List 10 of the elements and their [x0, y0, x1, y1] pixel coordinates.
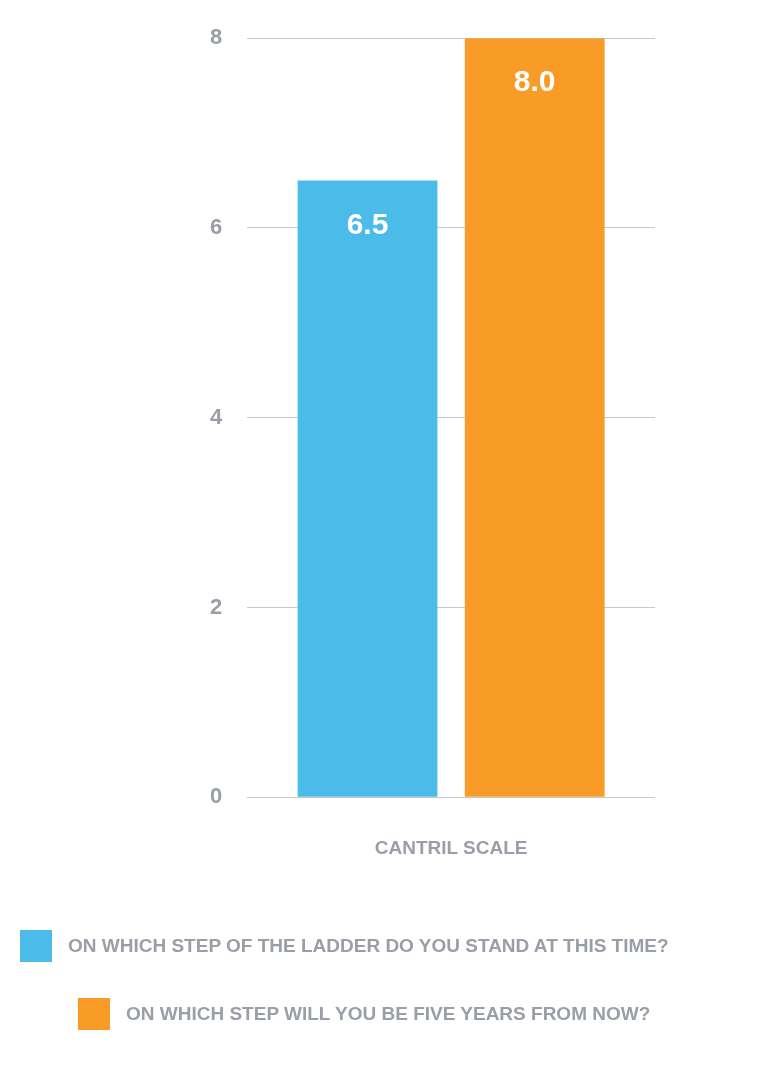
- x-tick-label: CANTRIL SCALE: [374, 836, 528, 858]
- y-tick-label: 4: [209, 403, 223, 429]
- y-tick-label: 2: [209, 593, 223, 619]
- legend-label: ON WHICH STEP WILL YOU BE FIVE YEARS FROM NOW?: [126, 1003, 651, 1025]
- data-label: 8.0: [513, 64, 556, 98]
- y-tick-label: 8: [209, 24, 223, 50]
- data-label: 6.5: [346, 206, 389, 240]
- y-tick-label: 6: [209, 214, 223, 240]
- legend-label: ON WHICH STEP OF THE LADDER DO YOU STAND AT THIS TIME?: [68, 935, 669, 957]
- y-tick-label: 0: [209, 783, 223, 809]
